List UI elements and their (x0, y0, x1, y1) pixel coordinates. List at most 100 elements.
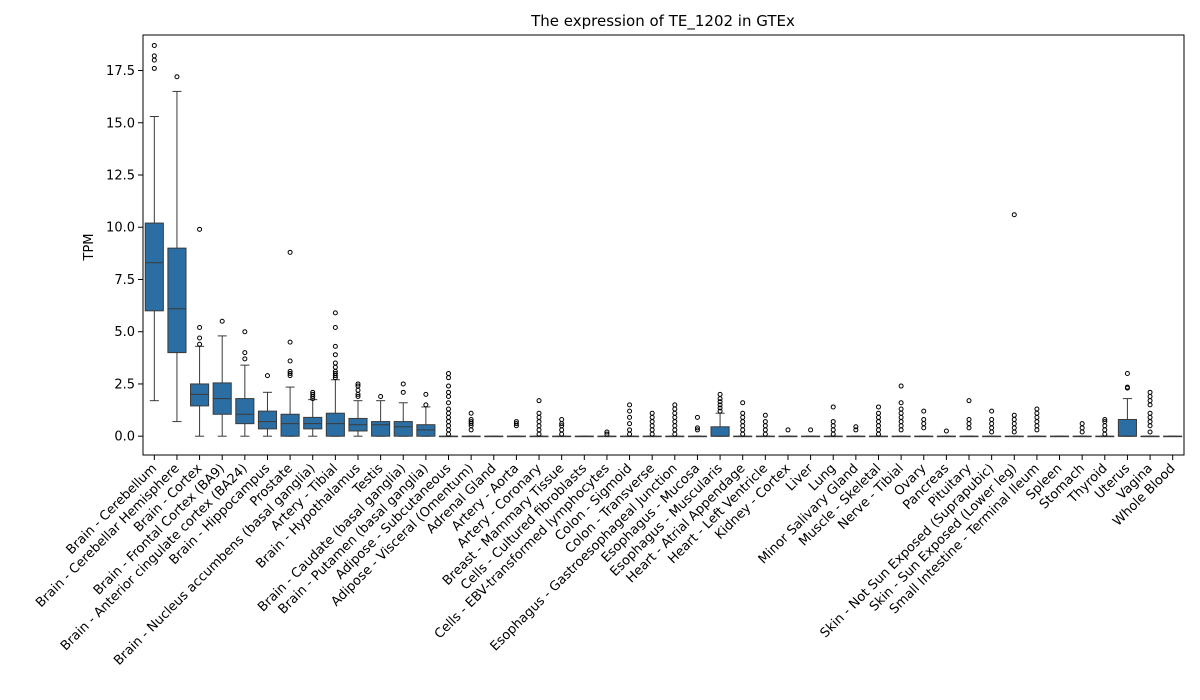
box-42 (1095, 416, 1115, 438)
box-15 (484, 435, 504, 438)
box-21 (620, 402, 640, 438)
outlier-point (694, 427, 700, 433)
outlier-point (1079, 429, 1085, 435)
outlier-point (1011, 412, 1017, 418)
outlier-point (694, 425, 700, 431)
outlier-point (536, 414, 542, 420)
box-32 (868, 404, 889, 438)
outlier-point (989, 408, 995, 414)
y-axis: 0.0 2.5 5.0 7.5 10.0 12.5 15.0 17.5 (106, 64, 143, 445)
outlier-point (898, 419, 904, 425)
outlier-point (717, 402, 723, 408)
outlier-point (966, 421, 972, 427)
outlier-point (287, 339, 293, 345)
outlier-point (468, 410, 474, 416)
outlier-point (536, 431, 542, 437)
y-tick-label: 12.5 (106, 169, 135, 184)
box-iqr (303, 416, 323, 430)
outlier-point (672, 402, 678, 408)
outlier-point (446, 419, 452, 425)
outlier-point (1079, 425, 1085, 431)
outlier-point (853, 424, 859, 430)
box-28 (778, 427, 798, 438)
box-9 (348, 381, 368, 437)
outlier-point (197, 341, 203, 347)
box-6 (280, 249, 300, 437)
y-tick-label: 7.5 (114, 273, 135, 288)
box-19 (574, 435, 594, 438)
outlier-point (1034, 406, 1040, 412)
box-5 (257, 373, 278, 437)
box-16 (506, 419, 526, 438)
box-4 (235, 329, 255, 437)
outlier-point (287, 371, 293, 377)
outlier-point (310, 391, 316, 397)
outlier-point (536, 419, 542, 425)
outlier-point (446, 414, 452, 420)
outlier-point (717, 405, 723, 411)
outlier-point (717, 391, 723, 397)
outlier-point (627, 427, 633, 433)
outlier-point (242, 356, 248, 362)
outlier-point (197, 335, 203, 341)
outlier-point (378, 393, 384, 399)
outlier-point (423, 402, 429, 408)
outlier-point (332, 364, 338, 370)
outlier-point (1034, 410, 1040, 416)
outlier-point (875, 427, 881, 433)
outlier-point (1102, 416, 1108, 422)
outlier-point (219, 318, 225, 324)
box-iqr (393, 421, 413, 437)
box-30 (823, 404, 843, 438)
outlier-point (989, 421, 995, 427)
outlier-point (536, 423, 542, 429)
outlier-point (898, 383, 904, 389)
box-37 (982, 408, 1002, 438)
outlier-point (898, 406, 904, 412)
box-45 (1163, 435, 1183, 438)
outlier-point (1124, 371, 1130, 377)
outlier-point (740, 419, 746, 425)
box-iqr (235, 398, 255, 425)
outlier-point (627, 408, 633, 414)
outlier-point (649, 414, 655, 420)
outlier-point (762, 423, 768, 429)
outlier-point (1147, 398, 1153, 404)
outlier-point (740, 431, 746, 437)
outlier-point (1124, 384, 1130, 390)
outlier-point (151, 65, 157, 71)
box-27 (755, 412, 775, 438)
outlier-point (242, 329, 248, 335)
outlier-point (762, 412, 768, 418)
outlier-point (989, 416, 995, 422)
boxes-group (144, 42, 1183, 438)
outlier-point (830, 427, 836, 433)
outlier-point (830, 431, 836, 437)
outlier-point (627, 402, 633, 408)
box-43 (1117, 371, 1137, 437)
box-18 (552, 416, 572, 438)
outlier-point (649, 419, 655, 425)
box-iqr (325, 412, 345, 437)
outlier-point (740, 414, 746, 420)
box-25 (710, 391, 730, 437)
box-40 (1049, 435, 1070, 438)
y-tick-label: 10.0 (106, 221, 135, 236)
outlier-point (808, 427, 814, 433)
outlier-point (332, 352, 338, 358)
outlier-point (536, 410, 542, 416)
box-11 (393, 381, 413, 437)
outlier-point (197, 325, 203, 331)
outlier-point (287, 249, 293, 255)
outlier-point (898, 410, 904, 416)
outlier-point (649, 431, 655, 437)
outlier-point (536, 398, 542, 404)
outlier-point (559, 431, 565, 437)
box-44 (1140, 389, 1160, 438)
outlier-point (649, 410, 655, 416)
outlier-point (672, 419, 678, 425)
outlier-point (627, 431, 633, 437)
outlier-point (446, 383, 452, 389)
